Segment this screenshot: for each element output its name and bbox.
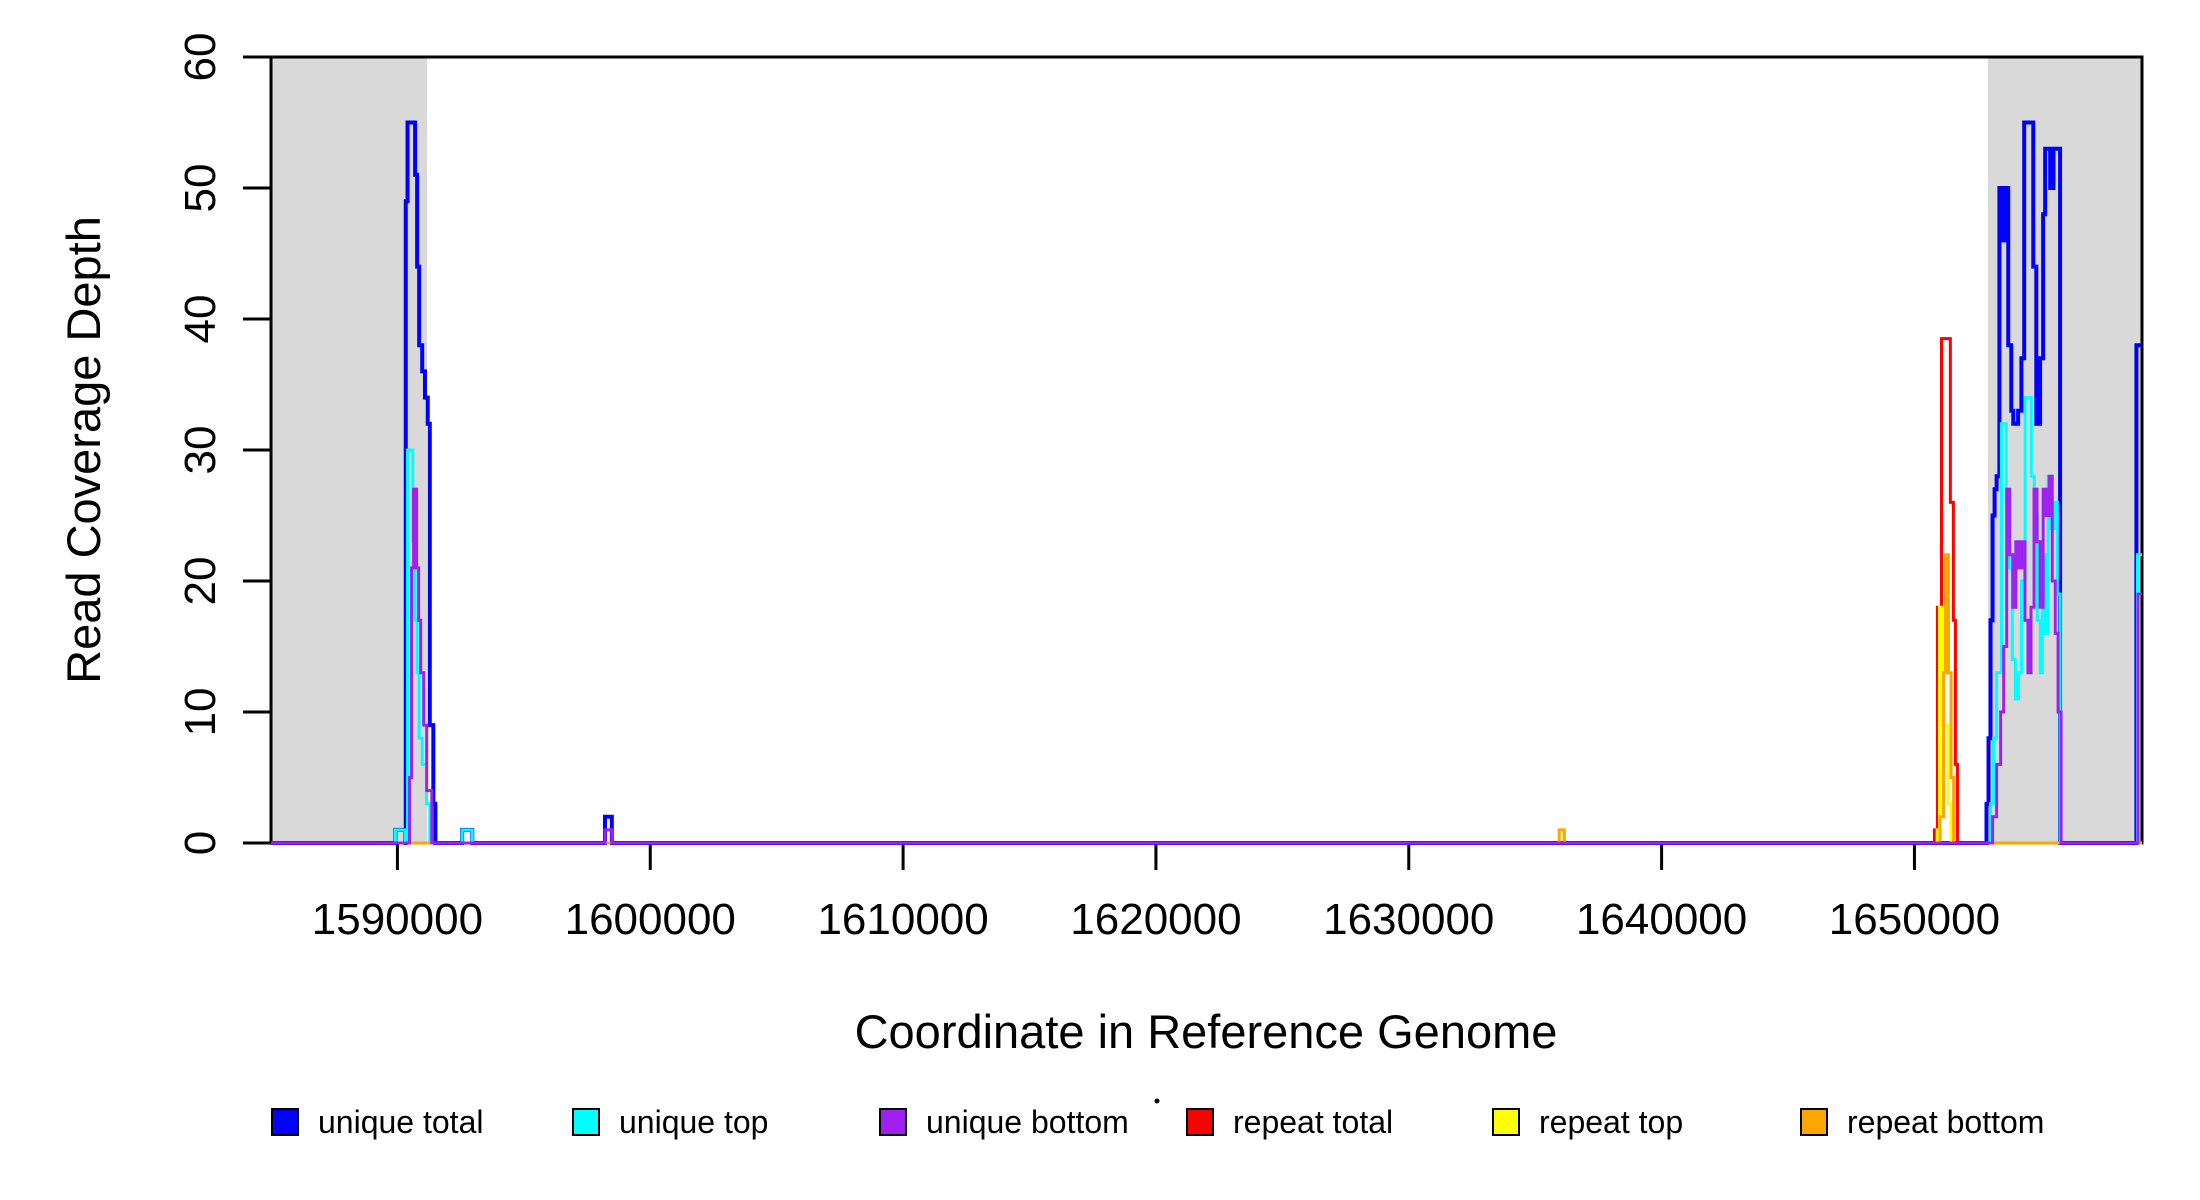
y-tick-label-30: 30 <box>176 426 225 475</box>
legend-swatch-repeat-bottom <box>1800 1108 1828 1136</box>
legend-swatch-unique-bottom <box>879 1108 907 1136</box>
x-tick-label-1600000: 1600000 <box>565 895 736 944</box>
legend-label-unique-bottom: unique bottom <box>926 1104 1129 1140</box>
highlight-band-0 <box>271 57 428 843</box>
x-tick-label-1610000: 1610000 <box>817 895 988 944</box>
highlight-regions <box>271 57 2142 843</box>
legend-label-repeat-top: repeat top <box>1539 1104 1683 1140</box>
series-repeat-total <box>271 337 2142 845</box>
legend-swatch-unique-top <box>572 1108 600 1136</box>
y-tick-label-50: 50 <box>176 164 225 213</box>
series-unique-total <box>271 120 2142 845</box>
legend-item-repeat-top: repeat top <box>1492 1104 1683 1140</box>
legend-item-unique-total: unique total <box>271 1104 483 1140</box>
y-tick-label-60: 60 <box>176 33 225 82</box>
y-axis-ticks: 0 10 20 30 40 50 60 <box>176 33 271 855</box>
legend-swatch-repeat-top <box>1492 1108 1520 1136</box>
legend-label-repeat-bottom: repeat bottom <box>1847 1104 2044 1140</box>
x-tick-label-1650000: 1650000 <box>1829 895 2000 944</box>
y-tick-label-10: 10 <box>176 688 225 737</box>
legend-item-unique-top: unique top <box>572 1104 768 1140</box>
y-tick-label-40: 40 <box>176 295 225 344</box>
y-axis-title: Read Coverage Depth <box>57 216 110 684</box>
highlight-band-1 <box>1988 57 2142 843</box>
x-tick-label-1640000: 1640000 <box>1576 895 1747 944</box>
series-unique-bottom <box>271 474 2142 845</box>
x-tick-label-1630000: 1630000 <box>1323 895 1494 944</box>
legend-item-unique-bottom: unique bottom <box>879 1104 1129 1140</box>
x-axis-ticks: 1590000 1600000 1610000 1620000 1630000 16400… <box>312 843 2000 944</box>
series-repeat-top <box>271 605 2142 845</box>
series-unique-top <box>271 396 2142 845</box>
x-tick-label-1590000: 1590000 <box>312 895 483 944</box>
y-tick-label-0: 0 <box>176 831 225 855</box>
data-series <box>271 120 2142 845</box>
legend-item-repeat-total: repeat total <box>1186 1104 1393 1140</box>
y-tick-label-20: 20 <box>176 557 225 606</box>
series-repeat-bottom <box>271 553 2142 845</box>
legend-item-repeat-bottom: repeat bottom <box>1800 1104 2044 1140</box>
x-tick-label-1620000: 1620000 <box>1070 895 1241 944</box>
legend-label-repeat-total: repeat total <box>1233 1104 1393 1140</box>
legend-swatch-repeat-total <box>1186 1108 1214 1136</box>
stray-dot-artifact <box>1154 1098 1160 1104</box>
legend-label-unique-top: unique top <box>619 1104 768 1140</box>
legend-swatch-unique-total <box>271 1108 299 1136</box>
plot-box <box>269 55 2144 845</box>
x-axis-title: Coordinate in Reference Genome <box>855 1005 1558 1058</box>
legend-label-unique-total: unique total <box>318 1104 483 1140</box>
legend: unique total unique top unique bottom repea… <box>271 1098 2044 1140</box>
